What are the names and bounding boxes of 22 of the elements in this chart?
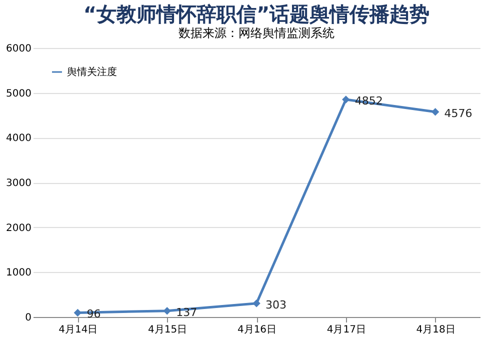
y-tick-label: 1000: [6, 268, 32, 279]
y-tick-label: 4000: [6, 133, 32, 144]
x-tick-label: 4月14日: [58, 324, 98, 336]
x-tick-label: 4月15日: [148, 324, 188, 336]
point: [431, 108, 440, 116]
point: [252, 300, 260, 308]
y-tick-label: 3000: [6, 178, 32, 189]
chart-title: “女教师情怀辞职信”话题舆情传播趋势: [83, 2, 430, 26]
x-tick-label: 4月17日: [326, 324, 366, 336]
data-label: 4576: [444, 106, 472, 120]
y-tick-label: 5000: [6, 88, 32, 100]
data-label: 303: [266, 298, 286, 312]
chart-subtitle: 数据来源：网络舆情监测系统: [178, 26, 334, 40]
y-tick-label: 0: [25, 312, 32, 324]
point: [342, 96, 350, 104]
y-tick-label: 6000: [6, 44, 32, 54]
x-tick-label: 4月18日: [416, 324, 456, 336]
legend-label: 舆情关注度: [67, 66, 117, 78]
data-label: 137: [176, 306, 198, 319]
point: [163, 306, 171, 315]
y-tick-label: 2000: [6, 222, 32, 234]
x-tick-label: 4月16日: [237, 324, 277, 336]
